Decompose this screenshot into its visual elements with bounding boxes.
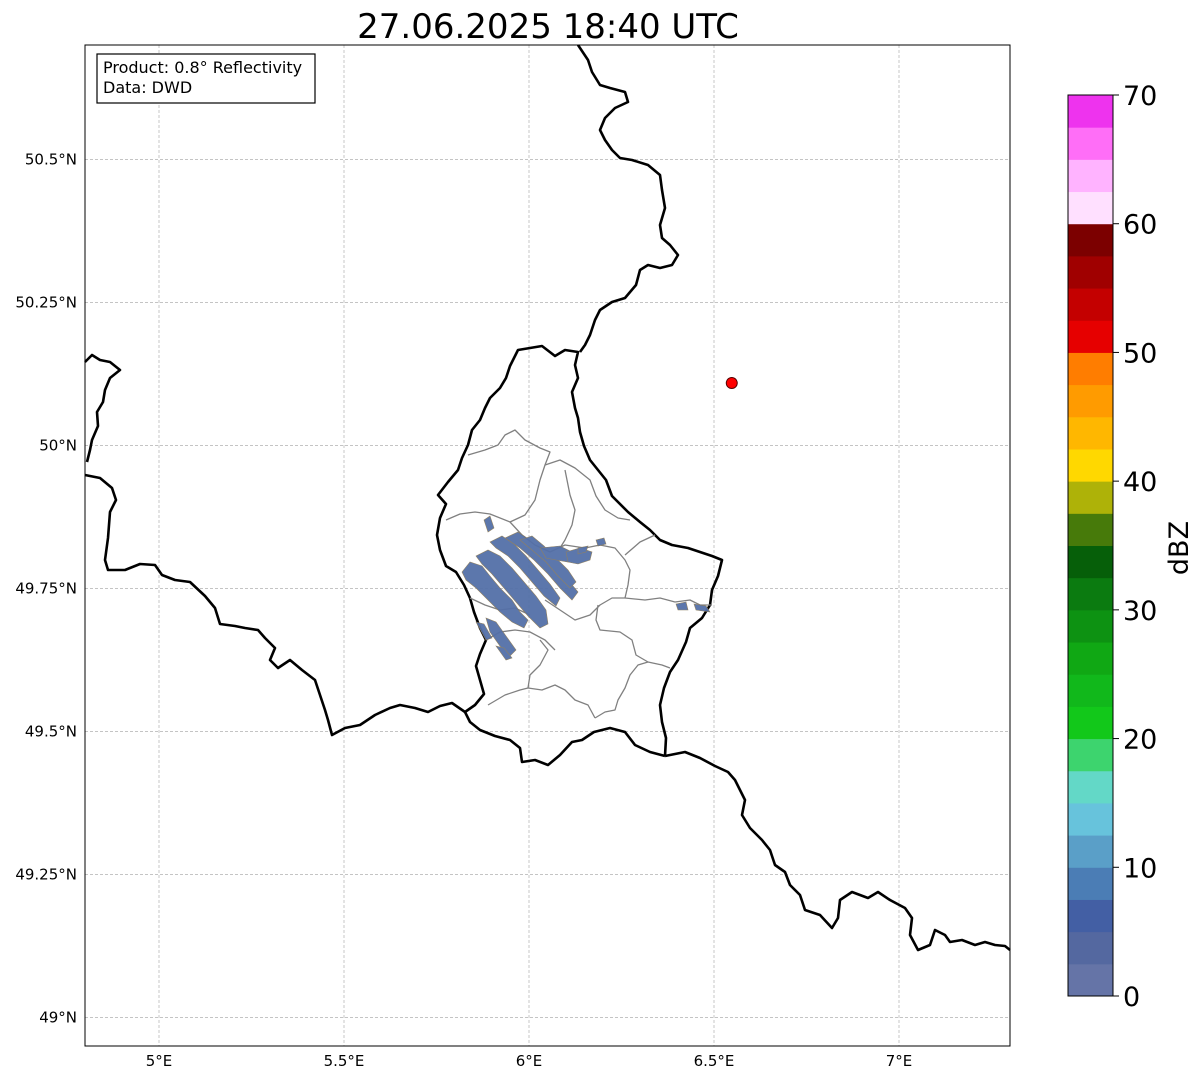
- colorbar-segment: [1068, 931, 1113, 965]
- colorbar-segment: [1068, 706, 1113, 740]
- colorbar-segment: [1068, 416, 1113, 450]
- colorbar-segment: [1068, 642, 1113, 675]
- admin-border-mersch: [544, 597, 712, 621]
- latitude-tick-labels: 50.5°N 50.25°N 50°N 49.75°N 49.5°N 49.25°N 49°…: [15, 150, 77, 1026]
- colorbar-segment: [1068, 320, 1113, 353]
- colorbar-segment: [1068, 835, 1113, 868]
- colorbar-tick-label: 70: [1123, 81, 1157, 112]
- colorbar-segment: [1068, 191, 1113, 225]
- colorbar: 0 10 20 30 40 50 60 70 dBZ: [1067, 81, 1195, 1013]
- lat-tick-label: 49.5°N: [25, 722, 77, 740]
- lon-tick-label: 6°E: [516, 1052, 543, 1070]
- info-box: Product: 0.8° Reflectivity Data: DWD: [96, 53, 316, 104]
- border-germany-belgium: [576, 44, 680, 353]
- colorbar-segment: [1068, 481, 1113, 514]
- colorbar-ticks: 0 10 20 30 40 50 60 70: [1113, 81, 1157, 1013]
- admin-border-clervaux: [544, 459, 631, 521]
- echo-cell: [595, 537, 607, 547]
- admin-border-north: [467, 429, 551, 523]
- lat-tick-label: 49.25°N: [15, 865, 77, 883]
- echo-cell: [475, 549, 549, 629]
- lon-tick-label: 5°E: [146, 1052, 173, 1070]
- echo-cell: [495, 645, 513, 661]
- echo-cell: [577, 545, 589, 555]
- colorbar-segment: [1068, 899, 1113, 933]
- colorbar-frame: [1067, 94, 1114, 997]
- admin-border-grevenmacher: [595, 604, 671, 669]
- lat-tick-label: 50.5°N: [25, 150, 77, 168]
- colorbar-segment: [1068, 545, 1113, 579]
- colorbar-segment: [1068, 674, 1113, 707]
- longitude-tick-labels: 5°E 5.5°E 6°E 6.5°E 7°E: [146, 1052, 913, 1070]
- admin-border-remich: [594, 661, 649, 719]
- lat-tick-label: 49.75°N: [15, 579, 77, 597]
- lon-tick-label: 6.5°E: [694, 1052, 735, 1070]
- colorbar-segment: [1068, 867, 1113, 900]
- map-title: 27.06.2025 18:40 UTC: [357, 7, 739, 47]
- border-france-belgium: [84, 344, 724, 757]
- border-germany-france: [664, 750, 1011, 952]
- colorbar-segment: [1068, 802, 1113, 836]
- map-background: [85, 45, 1010, 1046]
- colorbar-tick-label: 0: [1123, 982, 1140, 1013]
- echo-cell: [483, 515, 495, 533]
- country-borders: [84, 44, 1011, 952]
- colorbar-segment: [1068, 95, 1113, 128]
- colorbar-segment: [1068, 288, 1113, 321]
- radar-site-marker: [725, 377, 738, 390]
- colorbar-segment: [1068, 255, 1113, 289]
- colorbar-segment: [1068, 352, 1113, 386]
- colorbar-segment: [1068, 159, 1113, 193]
- map-frame: [84, 44, 1011, 1047]
- lon-tick-label: 7°E: [886, 1052, 913, 1070]
- echo-cell: [475, 621, 493, 641]
- info-box-data: Data: DWD: [103, 78, 192, 97]
- admin-border-luxembourg-city: [527, 639, 596, 719]
- echo-cell: [489, 535, 561, 607]
- echo-cell: [519, 535, 577, 589]
- colorbar-segment: [1068, 223, 1113, 257]
- admin-border-echternach: [624, 534, 656, 556]
- echo-cell: [693, 603, 711, 613]
- reflectivity-echoes: [461, 515, 711, 661]
- lat-tick-label: 50°N: [39, 436, 77, 454]
- colorbar-segment: [1068, 770, 1113, 804]
- colorbar-segment: [1068, 127, 1113, 160]
- info-box-frame: [96, 53, 316, 104]
- colorbar-segment: [1068, 963, 1113, 997]
- colorbar-segment: [1068, 609, 1113, 643]
- colorbar-tick-label: 20: [1123, 725, 1157, 756]
- colorbar-tick-label: 10: [1123, 853, 1157, 884]
- lon-tick-label: 5.5°E: [324, 1052, 365, 1070]
- colorbar-segment: [1068, 513, 1113, 546]
- colorbar-label: dBZ: [1164, 521, 1195, 575]
- echo-cell: [461, 561, 529, 629]
- info-box-product: Product: 0.8° Reflectivity: [103, 58, 302, 77]
- border-luxembourg-south: [463, 711, 666, 767]
- colorbar-segment: [1068, 738, 1113, 772]
- colorbar-tick-label: 50: [1123, 338, 1157, 369]
- colorbar-tick-label: 60: [1123, 210, 1157, 241]
- echo-cell: [675, 601, 689, 611]
- map-panel: Product: 0.8° Reflectivity Data: DWD: [84, 44, 1011, 1047]
- colorbar-tick-label: 40: [1123, 467, 1157, 498]
- admin-border-vianden: [559, 469, 576, 549]
- colorbar-segment: [1068, 448, 1113, 482]
- colorbar-tick-label: 30: [1123, 596, 1157, 627]
- lat-tick-label: 49°N: [39, 1008, 77, 1026]
- echo-cell: [485, 617, 517, 657]
- colorbar-segment: [1068, 577, 1113, 611]
- border-belgium-west: [84, 353, 122, 463]
- lat-tick-label: 50.25°N: [15, 293, 77, 311]
- admin-border-esch: [487, 687, 529, 706]
- colorbar-segments: [1068, 95, 1113, 997]
- colorbar-segment: [1068, 384, 1113, 418]
